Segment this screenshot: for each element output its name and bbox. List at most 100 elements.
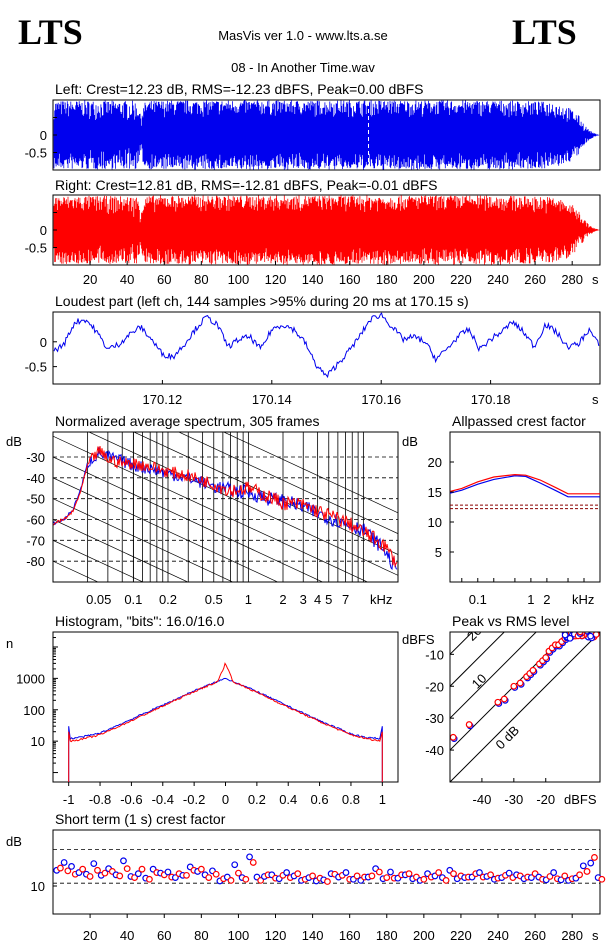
short-term-point-left xyxy=(246,853,253,861)
left-waveform-signal xyxy=(53,100,600,170)
time-tick-label-4: 100 xyxy=(228,272,250,287)
peak-vs-rms-point-right xyxy=(516,679,524,687)
short-term-point-right xyxy=(309,872,316,880)
time-tick-label-12: 260 xyxy=(524,272,546,287)
spectrum-grid xyxy=(53,432,398,784)
peak-vs-rms-point-right xyxy=(582,632,586,633)
spectrum-frame xyxy=(52,431,399,583)
short-term-xtick-label-10: 220 xyxy=(450,928,472,943)
histogram-xtick-label-0: -1 xyxy=(63,792,75,807)
short-term-point-right xyxy=(324,878,331,885)
allpassed-ylabel: dB xyxy=(402,434,418,449)
short-term-point-right xyxy=(131,874,138,881)
short-term-point-right xyxy=(64,867,72,875)
allpassed-xtick-label-0: 0.1 xyxy=(469,592,487,607)
short-term-point-right xyxy=(79,865,87,873)
time-tick-label-13: 280 xyxy=(561,272,583,287)
short-term-point-left xyxy=(342,869,350,876)
peak-vs-rms-ytick-label-2: -30 xyxy=(425,711,444,726)
histogram-xtick-label-4: -0.2 xyxy=(183,792,205,807)
short-term-xtick-label-7: 160 xyxy=(339,928,361,943)
short-term-point-left xyxy=(557,876,565,884)
spectrum-xtick-label-5: 2 xyxy=(279,592,286,607)
right-waveform-ytick-label-1: -0.5 xyxy=(25,241,47,256)
spectrum-slope-line xyxy=(53,477,279,582)
spectrum-slope-line xyxy=(53,624,398,784)
short-term-point-left xyxy=(579,862,587,870)
spectrum-xtick-label-8: 5 xyxy=(325,592,332,607)
spectrum-xtick-label-6: 3 xyxy=(300,592,307,607)
histogram-title: Histogram, "bits": 16.0/16.0 xyxy=(55,613,225,629)
peak-vs-rms-xtick-label-1: -30 xyxy=(504,792,523,807)
short-term-point-right xyxy=(116,872,124,880)
short-term-point-right xyxy=(442,877,450,884)
short-term-point-right xyxy=(257,877,265,884)
file-name: 08 - In Another Time.wav xyxy=(231,60,375,75)
histogram-series-right xyxy=(68,662,383,782)
peak-vs-rms-title: Peak vs RMS level xyxy=(452,613,569,629)
left-waveform-ytick-label-0: 0 xyxy=(40,128,47,143)
short-term-point-right xyxy=(368,872,376,880)
loudest-xtick-label-1: 170.14 xyxy=(252,392,292,407)
short-term-xtick-label-2: 60 xyxy=(157,928,171,943)
peak-vs-rms-xtick-label-2: -20 xyxy=(536,792,555,807)
spectrum-ytick-label-3: -60 xyxy=(26,513,45,528)
short-term-xtick-label-9: 200 xyxy=(413,928,435,943)
spectrum-slope-line xyxy=(53,540,144,582)
time-tick-label-10: 220 xyxy=(450,272,472,287)
spectrum-slope-line xyxy=(53,560,99,582)
peak-vs-rms-ylabel: dBFS xyxy=(402,632,435,647)
short-term-point-right xyxy=(183,871,190,879)
short-term-point-right xyxy=(383,874,391,881)
short-term-point-right xyxy=(249,859,257,866)
peak-vs-rms-crest-label-3: 10 xyxy=(469,671,490,692)
short-term-point-right xyxy=(197,865,205,873)
peak-vs-rms-point-right xyxy=(579,632,583,633)
histogram-ytick-label-1: 100 xyxy=(23,703,45,718)
peak-vs-rms-crest-label-2: 20 xyxy=(464,623,485,644)
peak-vs-rms-ytick-label-3: -40 xyxy=(425,743,444,758)
peak-vs-rms-point-right xyxy=(510,682,518,690)
peak-vs-rms-point-right xyxy=(465,721,473,728)
short-term-point-right xyxy=(242,875,250,883)
histogram-xtick-label-8: 0.6 xyxy=(311,792,329,807)
peak-vs-rms-point-right xyxy=(450,733,457,741)
short-term-point-left xyxy=(587,859,595,867)
spectrum-xunit: kHz xyxy=(370,592,392,607)
short-term-point-right xyxy=(86,873,94,880)
short-term-ylabel: dB xyxy=(6,834,22,849)
histogram-ytick-label-0: 1000 xyxy=(16,671,45,686)
short-term-xtick-label-0: 20 xyxy=(83,928,97,943)
peak-vs-rms-crest-line-0 xyxy=(450,632,474,656)
peak-vs-rms-point-cluster xyxy=(561,632,569,639)
short-term-point-right xyxy=(205,874,213,881)
histogram-series-left xyxy=(68,677,383,782)
allpassed-ytick-label-2: 10 xyxy=(428,515,442,530)
histogram-xtick-label-10: 1 xyxy=(379,792,386,807)
short-term-point-left xyxy=(387,868,394,876)
loudest-xtick-label-3: 170.18 xyxy=(471,392,511,407)
chart-layer: 0-0.50-0.520 40 60 80 100 120 140 160 180 200 220 2… xyxy=(16,99,606,943)
peak-vs-rms-ytick-label-0: -10 xyxy=(425,647,444,662)
short-term-point-left xyxy=(120,857,127,865)
allpassed-frame xyxy=(449,431,601,583)
spectrum-series-right xyxy=(53,446,398,568)
short-term-xtick-label-12: 260 xyxy=(524,928,546,943)
short-term-point-left xyxy=(231,861,239,869)
short-term-xtick-label-6: 140 xyxy=(302,928,324,943)
left-waveform-ytick-label-1: -0.5 xyxy=(25,146,47,161)
short-term-point-right xyxy=(420,875,428,883)
short-term-point-right xyxy=(487,871,495,879)
allpassed-ytick-label-0: 20 xyxy=(428,455,442,470)
time-tick-label-0: 20 xyxy=(83,272,97,287)
short-term-xtick-label-5: 120 xyxy=(265,928,287,943)
short-term-point-right xyxy=(598,875,606,883)
logo-left: LTS xyxy=(18,12,83,52)
short-term-point-right xyxy=(146,875,153,883)
short-term-point-right xyxy=(138,865,146,873)
spectrum-xtick-label-1: 0.1 xyxy=(124,592,142,607)
short-term-point-left xyxy=(164,868,172,876)
spectrum-slope-line xyxy=(53,456,324,582)
allpassed-xtick-label-2: 2 xyxy=(543,592,550,607)
